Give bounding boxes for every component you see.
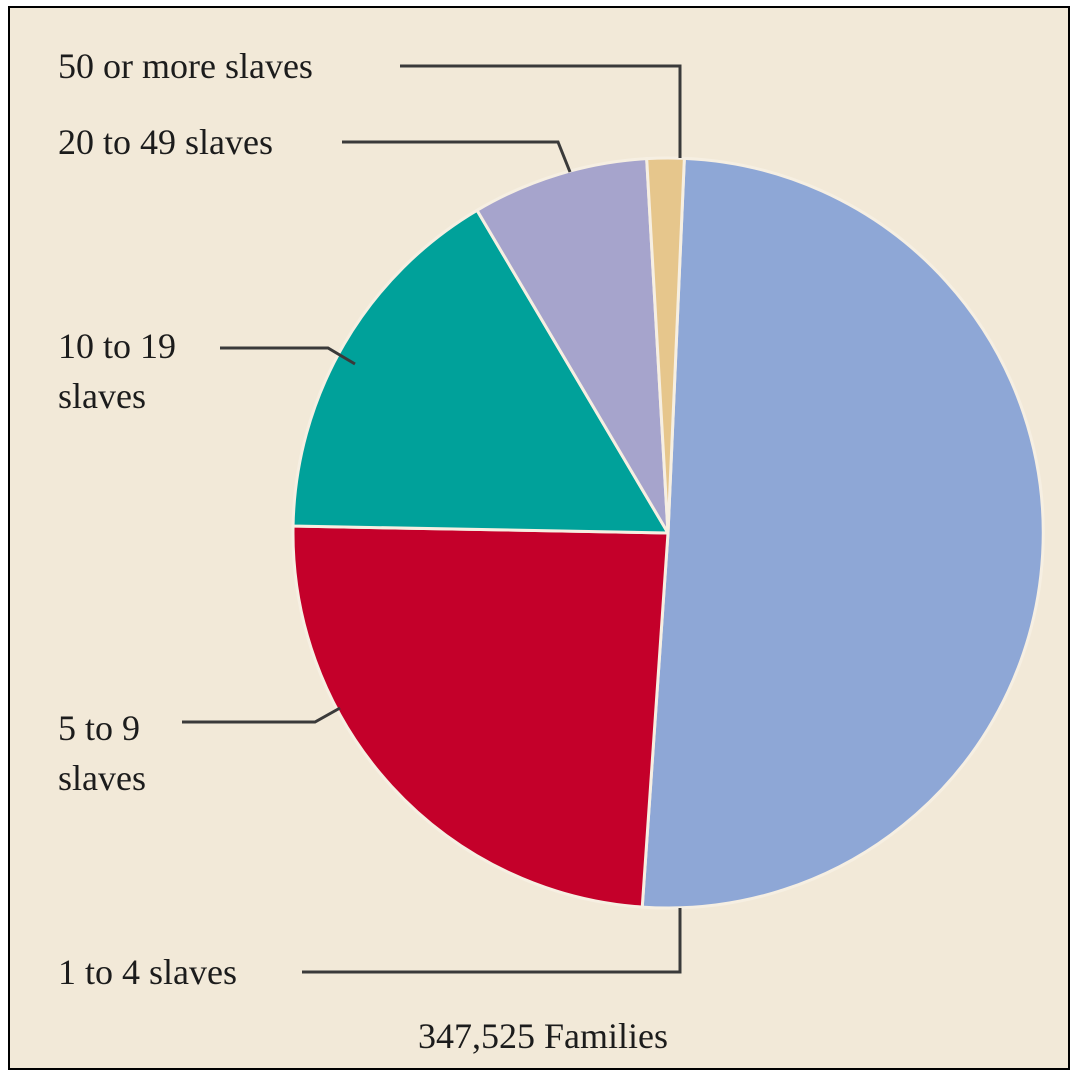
slice-label-5-to-9-slaves: 5 to 9 slaves xyxy=(58,708,146,798)
pie-slice-5-to-9-slaves xyxy=(291,524,670,909)
pie-chart-figure: 1 to 4 slaves 5 to 9 slaves 10 to 19 slaves 2… xyxy=(8,6,1070,1070)
leader-line-5-to-9-slaves xyxy=(182,706,341,724)
slice-label-10-to-19-slaves: 10 to 19 slaves xyxy=(58,326,176,416)
leader-line-10-to-19-slaves xyxy=(220,346,356,366)
leader-line-1-to-4-slaves xyxy=(302,908,682,974)
pie-chart: 1 to 4 slaves 5 to 9 slaves 10 to 19 slaves 2… xyxy=(58,46,1045,1056)
leader-line-20-to-49-slaves xyxy=(342,140,572,173)
chart-caption: 347,525 Families xyxy=(418,1016,668,1056)
pie-slice-1-to-4-slaves xyxy=(640,156,1045,910)
pie-slice-10-to-19-slaves xyxy=(291,208,670,535)
pie-slice-20-to-49-slaves xyxy=(475,157,670,535)
slice-label-1-to-4-slaves: 1 to 4 slaves xyxy=(58,952,237,992)
pie-slice-50-or-more-slaves xyxy=(645,156,686,535)
slice-label-50-or-more-slaves: 50 or more slaves xyxy=(58,46,313,86)
leader-line-50-or-more-slaves xyxy=(400,64,682,158)
slice-label-20-to-49-slaves: 20 to 49 slaves xyxy=(58,122,273,162)
